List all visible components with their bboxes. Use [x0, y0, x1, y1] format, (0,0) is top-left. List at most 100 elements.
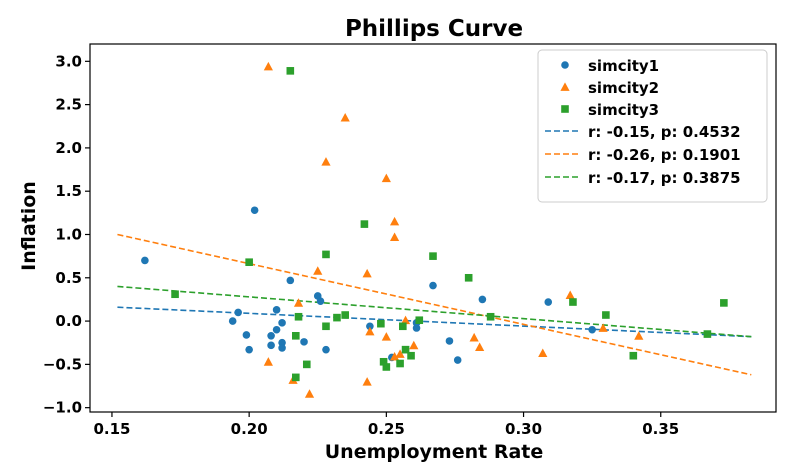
y-axis-ticks: −1.0 −0.5 0.0 0.5 1.0 1.5 2.0 2.5 3.0 [43, 52, 90, 417]
data-points [141, 61, 728, 398]
x-axis-ticks: 0.15 0.20 0.25 0.30 0.35 [93, 412, 679, 438]
data-point-simcity3 [171, 290, 179, 299]
data-point-simcity3 [629, 351, 638, 360]
data-point-simcity1 [366, 322, 374, 331]
data-point-simcity1 [141, 256, 149, 265]
data-point-simcity2 [313, 266, 323, 275]
data-point-simcity2 [263, 357, 273, 366]
data-point-simcity3 [382, 363, 391, 371]
legend-label-simcity1: simcity1 [588, 57, 659, 75]
data-point-simcity3 [294, 312, 303, 321]
data-point-simcity3 [292, 373, 300, 382]
y-tick-label: 0.0 [55, 312, 82, 330]
data-point-simcity2 [395, 349, 405, 358]
y-tick-label: 2.5 [55, 96, 82, 114]
y-tick-label: 2.0 [55, 139, 82, 157]
data-point-simcity3 [569, 298, 577, 306]
data-point-simcity1 [272, 306, 281, 314]
data-point-simcity2 [409, 340, 419, 350]
data-point-simcity1 [322, 345, 330, 354]
data-point-simcity1 [242, 331, 251, 339]
y-tick-label: 3.0 [55, 52, 82, 70]
data-point-simcity2 [634, 331, 644, 340]
data-point-simcity2 [400, 315, 411, 325]
data-point-simcity3 [292, 332, 300, 340]
y-axis-label: Inflation [18, 181, 40, 271]
data-point-simcity2 [304, 389, 315, 398]
data-point-simcity3 [415, 316, 424, 325]
data-point-simcity1 [316, 297, 325, 305]
data-point-simcity1 [278, 344, 286, 352]
data-point-simcity3 [464, 273, 473, 282]
y-tick-label: 1.5 [55, 182, 82, 200]
data-point-simcity1 [228, 317, 237, 325]
legend-label-fit-2: r: -0.17, p: 0.3875 [588, 169, 741, 187]
legend-label-fit-0: r: -0.15, p: 0.4532 [588, 123, 741, 141]
data-point-simcity1 [453, 356, 462, 364]
data-point-simcity3 [333, 313, 341, 322]
legend-marker-simcity1 [561, 61, 569, 69]
data-point-simcity3 [602, 311, 610, 319]
data-point-simcity1 [300, 338, 308, 346]
data-point-simcity2 [321, 157, 331, 166]
data-point-simcity1 [250, 206, 259, 215]
data-point-simcity3 [396, 359, 404, 368]
data-point-simcity3 [286, 67, 295, 75]
data-point-simcity1 [286, 276, 295, 285]
data-point-simcity3 [379, 357, 388, 366]
data-point-simcity2 [475, 342, 485, 351]
data-point-simcity3 [407, 351, 415, 360]
data-point-simcity3 [399, 322, 407, 331]
data-point-simcity1 [588, 325, 596, 334]
data-point-simcity1 [478, 295, 487, 304]
x-tick-label: 0.25 [368, 420, 405, 438]
legend-label-fit-1: r: -0.26, p: 0.1901 [588, 146, 741, 164]
data-point-simcity3 [703, 330, 712, 338]
data-point-simcity1 [544, 298, 553, 306]
fit-line-r-0-15-p-0-4532 [117, 306, 752, 338]
y-tick-label: 0.5 [55, 269, 82, 287]
legend: simcity1 simcity2 simcity3 r: -0.15, p: 0.4… [537, 49, 768, 203]
x-axis-label: Unemployment Rate [325, 441, 544, 463]
data-point-simcity2 [389, 232, 400, 242]
x-tick-label: 0.20 [231, 420, 268, 438]
fit-lines [117, 233, 752, 376]
data-point-simcity2 [565, 290, 575, 300]
data-point-simcity2 [293, 298, 304, 307]
legend-marker-simcity3 [561, 105, 569, 113]
data-point-simcity3 [245, 258, 253, 267]
data-point-simcity2 [362, 268, 372, 278]
data-point-simcity3 [377, 319, 385, 328]
y-tick-label: −0.5 [43, 355, 82, 373]
fit-line-r-0-17-p-0-3875 [117, 285, 752, 338]
y-tick-label: 1.0 [55, 225, 82, 243]
data-point-simcity2 [381, 173, 391, 183]
data-point-simcity2 [362, 377, 372, 386]
data-point-simcity3 [429, 252, 437, 260]
plot-area [89, 43, 777, 413]
data-point-simcity2 [389, 351, 400, 361]
data-point-simcity3 [302, 360, 311, 369]
x-tick-label: 0.35 [642, 420, 679, 438]
data-point-simcity2 [365, 326, 375, 336]
data-point-simcity2 [538, 348, 548, 358]
data-point-simcity2 [389, 216, 400, 226]
legend-box [537, 49, 768, 203]
legend-label-simcity3: simcity3 [588, 101, 659, 119]
data-point-simcity1 [267, 341, 275, 350]
data-point-simcity1 [412, 324, 421, 332]
data-point-simcity3 [486, 312, 495, 321]
data-point-simcity3 [720, 299, 728, 307]
chart-title: Phillips Curve [345, 16, 523, 42]
data-point-simcity3 [322, 322, 330, 331]
data-point-simcity1 [272, 325, 281, 334]
data-point-simcity2 [340, 113, 350, 122]
data-point-simcity2 [469, 332, 479, 342]
x-tick-label: 0.15 [93, 420, 130, 438]
data-point-simcity3 [341, 311, 349, 319]
data-point-simcity1 [278, 319, 286, 327]
data-point-simcity2 [598, 323, 608, 332]
data-point-simcity3 [360, 220, 369, 228]
x-tick-label: 0.30 [505, 420, 542, 438]
